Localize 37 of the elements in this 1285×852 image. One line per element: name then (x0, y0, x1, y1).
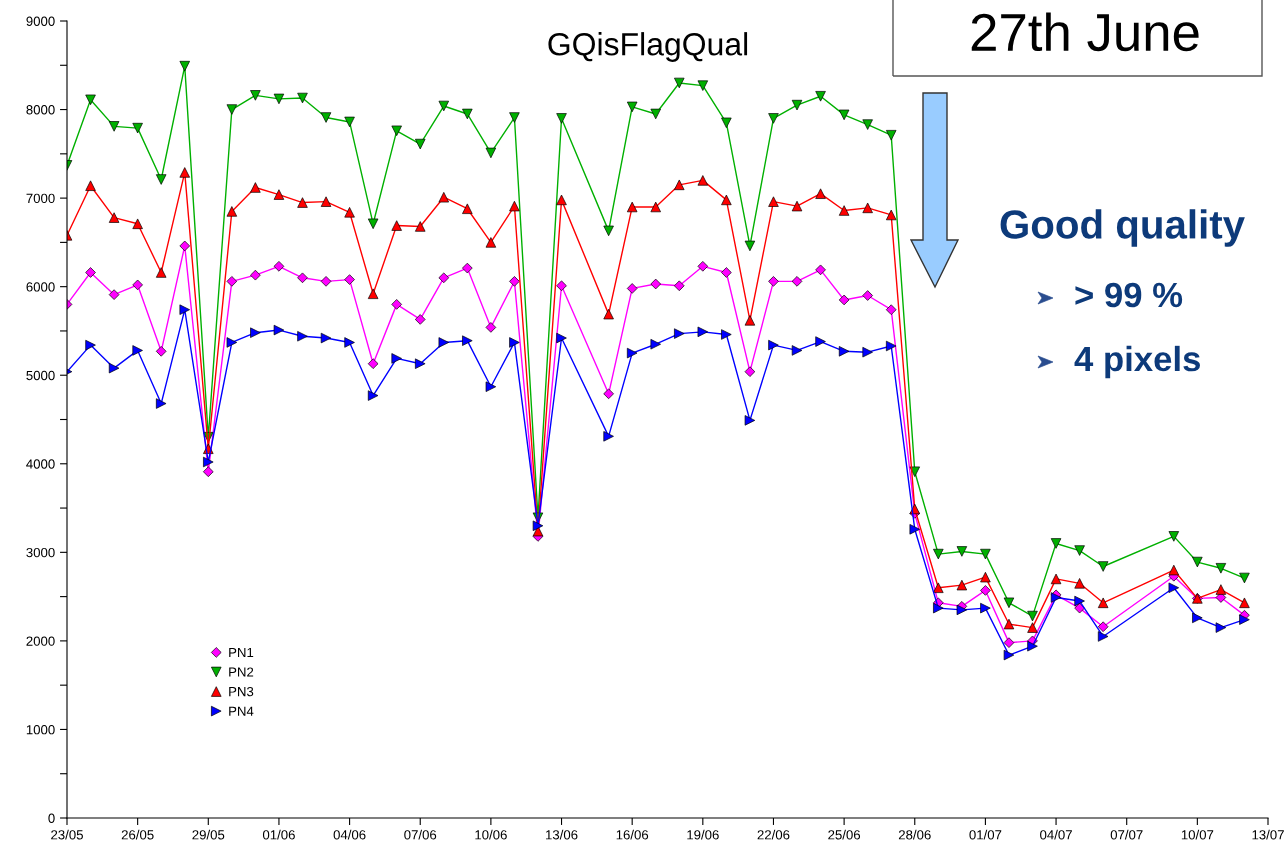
legend-label: PN1 (229, 647, 254, 658)
x-tick-label: 22/06 (757, 829, 790, 840)
x-tick-label: 10/07 (1181, 829, 1214, 840)
annotation: 27th June (971, 12, 1199, 52)
x-tick-label: 04/07 (1040, 829, 1072, 840)
annotation: Good quality (1000, 209, 1245, 247)
annotation: 4 pixels (1074, 345, 1200, 379)
y-tick-label: 8000 (26, 105, 55, 115)
legend-label: PN4 (229, 706, 254, 716)
y-tick-label: 6000 (26, 282, 55, 292)
x-tick-label: 13/06 (546, 829, 578, 840)
y-tick-label: 4000 (26, 459, 55, 469)
chart-title: GQisFlagQual (548, 32, 748, 62)
x-tick-label: 26/05 (121, 829, 154, 840)
x-tick-label: 23/05 (51, 829, 83, 840)
x-tick-label: 13/07 (1252, 829, 1284, 840)
x-tick-label: 10/06 (475, 829, 507, 840)
y-tick-label: 9000 (26, 16, 55, 26)
annotation: > 99 % (1075, 282, 1183, 308)
y-tick-label: 2000 (26, 636, 55, 646)
y-tick-label: 3000 (26, 547, 55, 558)
x-tick-label: 04/06 (333, 829, 366, 840)
y-tick-label: 5000 (26, 370, 55, 381)
x-tick-label: 25/06 (828, 829, 861, 840)
x-tick-label: 07/06 (404, 829, 437, 840)
x-tick-label: 01/07 (969, 829, 1002, 840)
x-tick-label: 28/06 (898, 829, 931, 840)
x-tick-label: 07/07 (1110, 829, 1143, 840)
x-tick-label: 01/06 (262, 829, 295, 840)
legend-label: PN3 (229, 686, 254, 697)
x-tick-label: 19/06 (687, 829, 719, 840)
x-tick-label: 16/06 (616, 829, 649, 840)
y-tick-label: 1000 (26, 725, 55, 735)
y-tick-label: 0 (48, 813, 55, 823)
legend-label: PN2 (229, 667, 254, 677)
y-tick-label: 7000 (26, 193, 55, 204)
x-tick-label: 29/05 (192, 829, 225, 840)
